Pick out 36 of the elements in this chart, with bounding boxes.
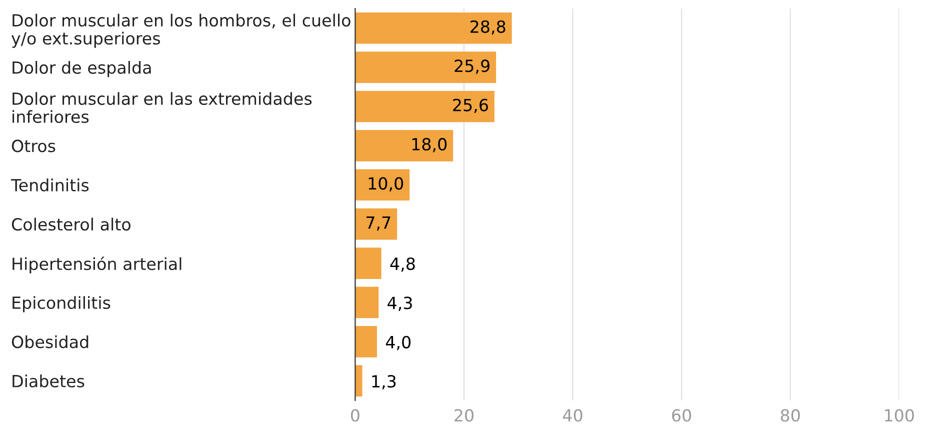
data-label: 28,8	[470, 20, 506, 35]
y-tick-label: Epicondilitis	[12, 296, 110, 312]
bar	[355, 52, 496, 83]
y-tick-label: Dolor muscular en las extremidades inferiores	[12, 92, 312, 124]
data-label: 4,0	[386, 336, 411, 350]
data-label: 25,6	[453, 98, 488, 114]
y-tick-label: Dolor muscular en los hombros, el cuello y/o ext.superiores	[11, 14, 350, 48]
bar	[355, 248, 382, 279]
x-tick-label: 40	[562, 409, 582, 422]
bar	[355, 286, 379, 318]
x-tick-label: 80	[780, 409, 800, 422]
data-label: 10,0	[368, 177, 404, 192]
y-tick-label: Hipertensión arterial	[12, 256, 182, 274]
bar	[355, 208, 398, 240]
y-tick-label: Otros	[12, 140, 56, 152]
y-tick-label: Dolor de espalda	[12, 60, 151, 78]
x-tick-label: 0	[350, 409, 360, 422]
x-tick-label: 60	[672, 409, 692, 422]
y-tick-label: Obesidad	[12, 335, 88, 348]
data-label: 4,8	[390, 257, 415, 272]
x-tick-label: 20	[454, 409, 474, 422]
data-label: 7,7	[366, 216, 390, 231]
data-label: 1,3	[372, 375, 396, 390]
y-tick-label: Colesterol alto	[12, 218, 130, 231]
bar	[355, 169, 410, 201]
bar	[355, 12, 512, 44]
bar	[355, 90, 494, 122]
bar	[355, 365, 362, 397]
bar	[355, 326, 377, 358]
x-tick-label: 100	[885, 409, 914, 422]
y-tick-label: Tendinitis	[10, 178, 89, 192]
bar	[355, 130, 454, 162]
data-label: 4,3	[388, 296, 412, 311]
data-label: 25,9	[454, 60, 490, 74]
data-label: 18,0	[412, 138, 447, 152]
y-tick-label: Diabetes	[12, 374, 84, 388]
